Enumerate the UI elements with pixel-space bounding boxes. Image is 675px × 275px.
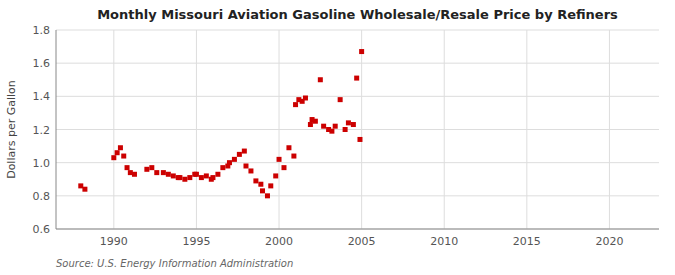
x-tick-label: 2005 bbox=[348, 235, 376, 248]
point bbox=[354, 76, 359, 81]
point bbox=[329, 129, 334, 134]
y-grid-line bbox=[56, 162, 659, 163]
y-tick-label: 1.6 bbox=[33, 57, 51, 70]
point bbox=[346, 120, 351, 125]
point bbox=[161, 170, 166, 175]
point bbox=[243, 163, 248, 168]
y-tick-label: 1.0 bbox=[33, 157, 51, 170]
x-tick-label: 2020 bbox=[595, 235, 623, 248]
point bbox=[281, 165, 286, 170]
point bbox=[268, 183, 273, 188]
point bbox=[248, 168, 253, 173]
point bbox=[242, 149, 247, 154]
x-tick-label: 2010 bbox=[430, 235, 458, 248]
y-grid-line bbox=[56, 96, 659, 97]
point bbox=[144, 167, 149, 172]
grid bbox=[56, 30, 659, 229]
point bbox=[258, 182, 263, 187]
x-axis-line bbox=[56, 229, 659, 230]
x-grid-line bbox=[196, 30, 197, 229]
point bbox=[293, 102, 298, 107]
x-tick-label: 2015 bbox=[513, 235, 541, 248]
y-grid-line bbox=[56, 229, 659, 230]
x-grid-line bbox=[526, 30, 527, 229]
x-grid-line bbox=[609, 30, 610, 229]
x-grid-line bbox=[361, 30, 362, 229]
point bbox=[194, 172, 199, 177]
point bbox=[265, 193, 270, 198]
source-note: Source: U.S. Energy Information Administ… bbox=[56, 258, 293, 269]
point bbox=[220, 165, 225, 170]
x-tick-label: 2000 bbox=[265, 235, 293, 248]
point bbox=[210, 175, 215, 180]
y-axis-label: Dollars per Gallon bbox=[5, 80, 18, 179]
point bbox=[187, 175, 192, 180]
point bbox=[343, 127, 348, 132]
point bbox=[357, 137, 362, 142]
point bbox=[286, 145, 291, 150]
points bbox=[78, 49, 364, 198]
point bbox=[232, 157, 237, 162]
point bbox=[82, 187, 87, 192]
y-grid-line bbox=[56, 195, 659, 196]
y-tick-label: 0.6 bbox=[33, 223, 51, 236]
y-axis-line bbox=[56, 30, 57, 229]
y-grid-line bbox=[56, 129, 659, 130]
point bbox=[204, 173, 209, 178]
point bbox=[237, 152, 242, 157]
y-tick-label: 0.8 bbox=[33, 190, 51, 203]
point bbox=[333, 124, 338, 129]
title: Monthly Missouri Aviation Gasoline Whole… bbox=[97, 7, 618, 22]
x-tick-label: 1995 bbox=[182, 235, 210, 248]
y-tick-label: 1.2 bbox=[33, 124, 51, 137]
point bbox=[166, 172, 171, 177]
point bbox=[321, 124, 326, 129]
point bbox=[154, 170, 159, 175]
point bbox=[313, 119, 318, 124]
background bbox=[0, 0, 675, 275]
point bbox=[132, 172, 137, 177]
point bbox=[260, 188, 265, 193]
point bbox=[338, 97, 343, 102]
y-tick-label: 1.8 bbox=[33, 24, 51, 37]
point bbox=[273, 173, 278, 178]
point bbox=[227, 160, 232, 165]
x-grid-line bbox=[113, 30, 114, 229]
point bbox=[199, 175, 204, 180]
y-grid-line bbox=[56, 30, 659, 31]
point bbox=[121, 154, 126, 159]
point bbox=[253, 178, 258, 183]
point bbox=[115, 150, 120, 155]
point bbox=[171, 173, 176, 178]
point bbox=[215, 172, 220, 177]
point bbox=[177, 175, 182, 180]
point bbox=[359, 49, 364, 54]
x-tick-label: 1990 bbox=[100, 235, 128, 248]
point bbox=[118, 145, 123, 150]
point bbox=[351, 122, 356, 127]
point bbox=[303, 95, 308, 100]
point bbox=[125, 165, 130, 170]
point bbox=[182, 177, 187, 182]
chart: 0.6 0.8 1.0 1.2 1.4 1.6 1.8 1990 1995 2000 2005 201… bbox=[0, 0, 675, 275]
point bbox=[291, 154, 296, 159]
x-grid-line bbox=[444, 30, 445, 229]
y-grid-line bbox=[56, 63, 659, 64]
point bbox=[308, 122, 313, 127]
point bbox=[149, 165, 154, 170]
x-grid-line bbox=[279, 30, 280, 229]
point bbox=[318, 77, 323, 82]
y-tick-label: 1.4 bbox=[33, 90, 51, 103]
point bbox=[277, 157, 282, 162]
point bbox=[111, 155, 116, 160]
